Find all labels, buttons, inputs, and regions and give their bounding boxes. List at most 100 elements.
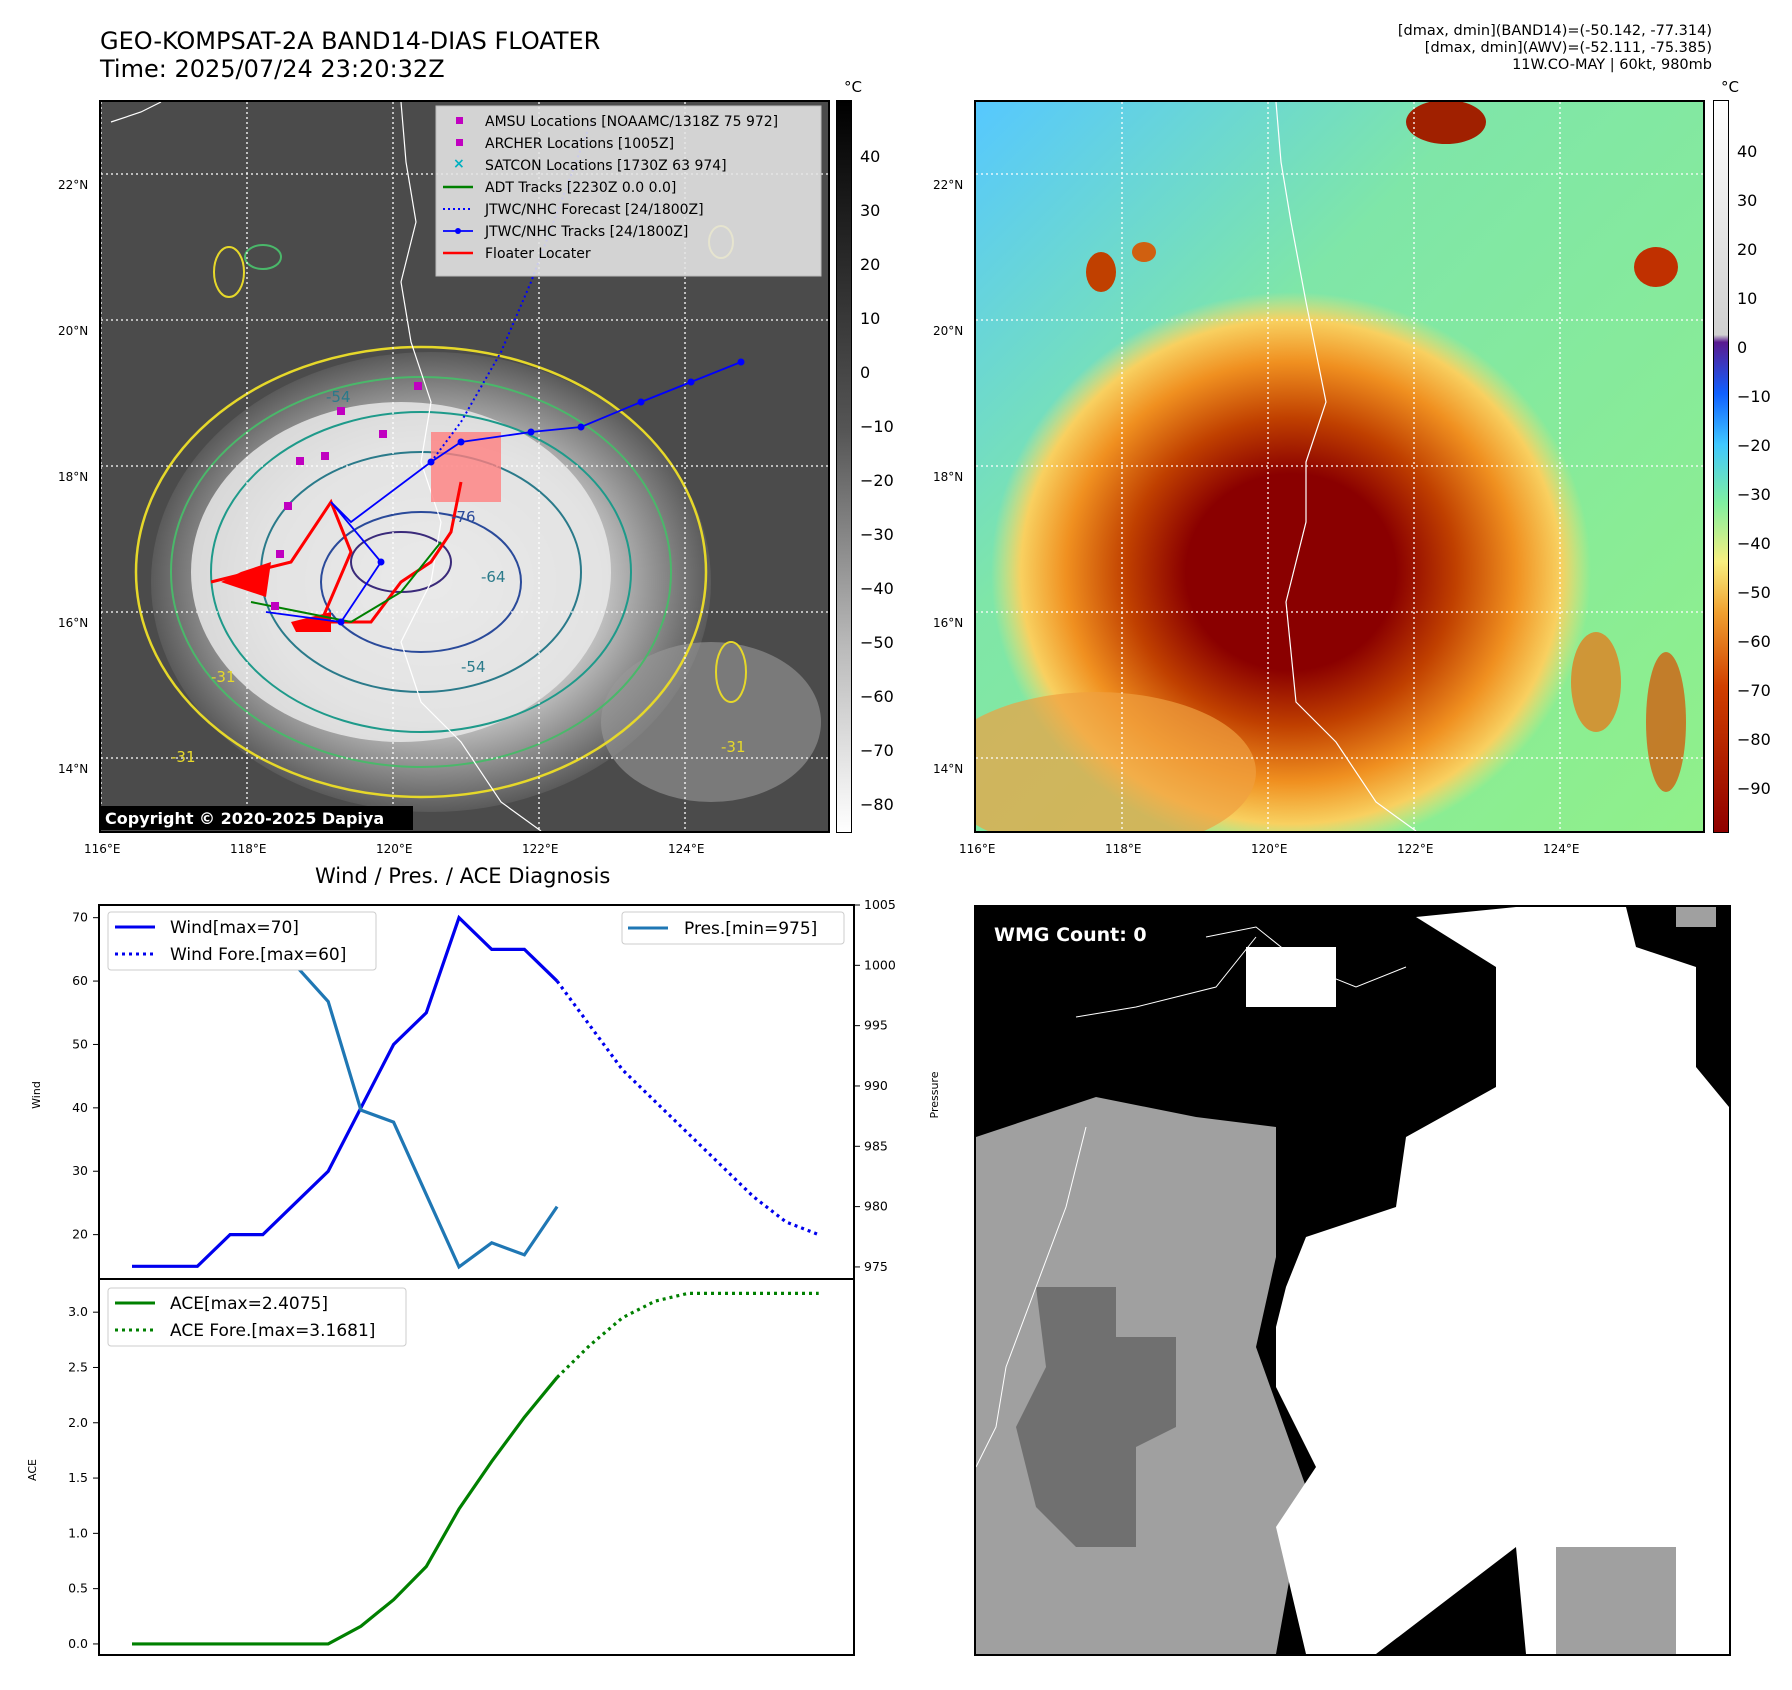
cbar1-tick: −40 (860, 579, 894, 598)
wind-line (132, 914, 559, 1268)
cbar2-tick: −80 (1737, 730, 1771, 749)
lat-label: 18°N (58, 470, 89, 484)
cbar2-tick: 10 (1737, 289, 1758, 308)
cbar2-tick: −60 (1737, 632, 1771, 651)
band14-range: [dmax, dmin](BAND14)=(-50.142, -77.314) (1397, 23, 1712, 39)
wind-ylabel: Wind (30, 1081, 43, 1109)
contour-label: -31 (171, 748, 196, 766)
contour-label: -54 (326, 388, 351, 406)
cbar2-tick: −90 (1737, 779, 1771, 798)
lon-label: 122°E (1397, 842, 1434, 856)
lon-label: 116°E (84, 842, 121, 856)
diagnosis-title: Wind / Pres. / ACE Diagnosis (315, 864, 611, 888)
legend-ace: ACE[max=2.4075] (170, 1294, 328, 1314)
lon-label: 116°E (959, 842, 996, 856)
wind-tick-label: 40 (72, 1100, 88, 1115)
cbar2-tick: 40 (1737, 142, 1758, 161)
cbar1-tick: −70 (860, 741, 894, 760)
lat-label: 22°N (58, 178, 89, 192)
cbar1-tick: −20 (860, 471, 894, 490)
legend-adt: ADT Tracks [2230Z 0.0 0.0] (485, 180, 676, 196)
pres-tick-label: 990 (864, 1078, 888, 1093)
contour-label: -31 (211, 668, 236, 686)
ace-ylabel: ACE (26, 1459, 39, 1481)
legend-floater: Floater Locater (485, 246, 591, 262)
wind-tick-label: 50 (72, 1036, 88, 1051)
wmg-svg (976, 907, 1729, 1654)
cbar1-tick: 30 (860, 201, 881, 220)
cbar1-tick: −50 (860, 633, 894, 652)
diagnosis-chart: 70 60 50 40 30 20 1005 1000 995 990 985 980 975 3.0… (26, 897, 941, 1656)
wind-tick-label: 30 (72, 1163, 88, 1178)
lat-label: 18°N (933, 470, 964, 484)
cbar2-tick: −40 (1737, 534, 1771, 553)
legend-satcon: SATCON Locations [1730Z 63 974] (485, 158, 727, 174)
legend-wind-fore: Wind Fore.[max=60] (170, 945, 346, 965)
ace-tick-label: 3.0 (68, 1304, 88, 1319)
lat-label: 16°N (933, 616, 964, 630)
lat-label: 14°N (58, 762, 89, 776)
cbar2-tick: 20 (1737, 240, 1758, 259)
colour-map-svg (976, 102, 1703, 831)
wind-tick-label: 70 (72, 910, 88, 925)
pres-tick-label: 985 (864, 1138, 888, 1153)
time-stamp: Time: 2025/07/24 23:20:32Z (100, 55, 445, 83)
cbar2-tick: −10 (1737, 387, 1771, 406)
colour-ir-map-panel (974, 100, 1705, 833)
wmg-count: WMG Count: 0 (994, 924, 1147, 946)
wind-tick-label: 20 (72, 1227, 88, 1242)
ace-forecast-line (555, 1291, 819, 1379)
cbar1-tick: 10 (860, 309, 881, 328)
cbar2-tick: −20 (1737, 436, 1771, 455)
ir-map-panel: -54 -64 -76 -54 -31 -31 -31 × AMSU Locat… (99, 100, 830, 833)
pres-tick-label: 995 (864, 1018, 888, 1033)
cbar1-tick: 20 (860, 255, 881, 274)
legend-archer: ARCHER Locations [1005Z] (485, 136, 674, 152)
wind-legend: Wind[max=70] Wind Fore.[max=60] (107, 911, 377, 971)
cbar2-tick: 30 (1737, 191, 1758, 210)
legend-jtwc-tracks: JTWC/NHC Tracks [24/1800Z] (484, 224, 688, 240)
colorbar-enhanced (1713, 100, 1729, 833)
wind-tick-label: 60 (72, 973, 88, 988)
map-legend: × AMSU Locations [NOAAMC/1318Z 75 972] A… (435, 105, 822, 277)
pres-tick-label: 1005 (864, 897, 896, 912)
cbar1-tick: −80 (860, 795, 894, 814)
ace-legend: ACE[max=2.4075] ACE Fore.[max=3.1681] (107, 1287, 407, 1347)
lon-label: 118°E (230, 842, 267, 856)
jtwc-track (265, 361, 742, 623)
cbar2-unit: °C (1721, 78, 1739, 96)
lon-label: 124°E (668, 842, 705, 856)
svg-text:×: × (453, 156, 465, 172)
lon-label: 122°E (522, 842, 559, 856)
ir-map-svg: -54 -64 -76 -54 -31 -31 -31 × AMSU Locat… (101, 102, 828, 831)
pres-tick-label: 1000 (864, 957, 896, 972)
lat-label: 22°N (933, 178, 964, 192)
legend-jtwc-forecast: JTWC/NHC Forecast [24/1800Z] (484, 202, 704, 218)
satellite-title: GEO-KOMPSAT-2A BAND14-DIAS FLOATER (100, 27, 601, 55)
legend-ace-fore: ACE Fore.[max=3.1681] (170, 1321, 375, 1341)
cbar1-tick: −10 (860, 417, 894, 436)
dmax-info: [dmax, dmin](BAND14)=(-50.142, -77.314) … (1398, 23, 1712, 74)
copyright-text: Copyright © 2020-2025 Dapiya (105, 809, 384, 828)
cbar1-unit: °C (844, 78, 862, 96)
contour-label: -31 (721, 738, 746, 756)
cbar1-tick: 0 (860, 363, 871, 382)
contour-label: -76 (451, 508, 476, 526)
contour-31 (134, 345, 708, 799)
lat-label: 20°N (58, 324, 89, 338)
pressure-ylabel: Pressure (928, 1071, 941, 1118)
cbar2-tick: −30 (1737, 485, 1771, 504)
legend-amsu: AMSU Locations [NOAAMC/1318Z 75 972] (485, 114, 778, 130)
cbar2-tick: −70 (1737, 681, 1771, 700)
lon-label: 120°E (1251, 842, 1288, 856)
lon-label: 120°E (376, 842, 413, 856)
legend-pres: Pres.[min=975] (684, 919, 817, 939)
ace-tick-label: 2.0 (68, 1415, 88, 1430)
ace-tick-label: 0.5 (68, 1581, 88, 1596)
lat-label: 16°N (58, 616, 89, 630)
pres-tick-label: 975 (864, 1259, 888, 1274)
ace-tick-label: 1.0 (68, 1525, 88, 1540)
lon-label: 118°E (1105, 842, 1142, 856)
lat-label: 14°N (933, 762, 964, 776)
cbar1-tick: −30 (860, 525, 894, 544)
